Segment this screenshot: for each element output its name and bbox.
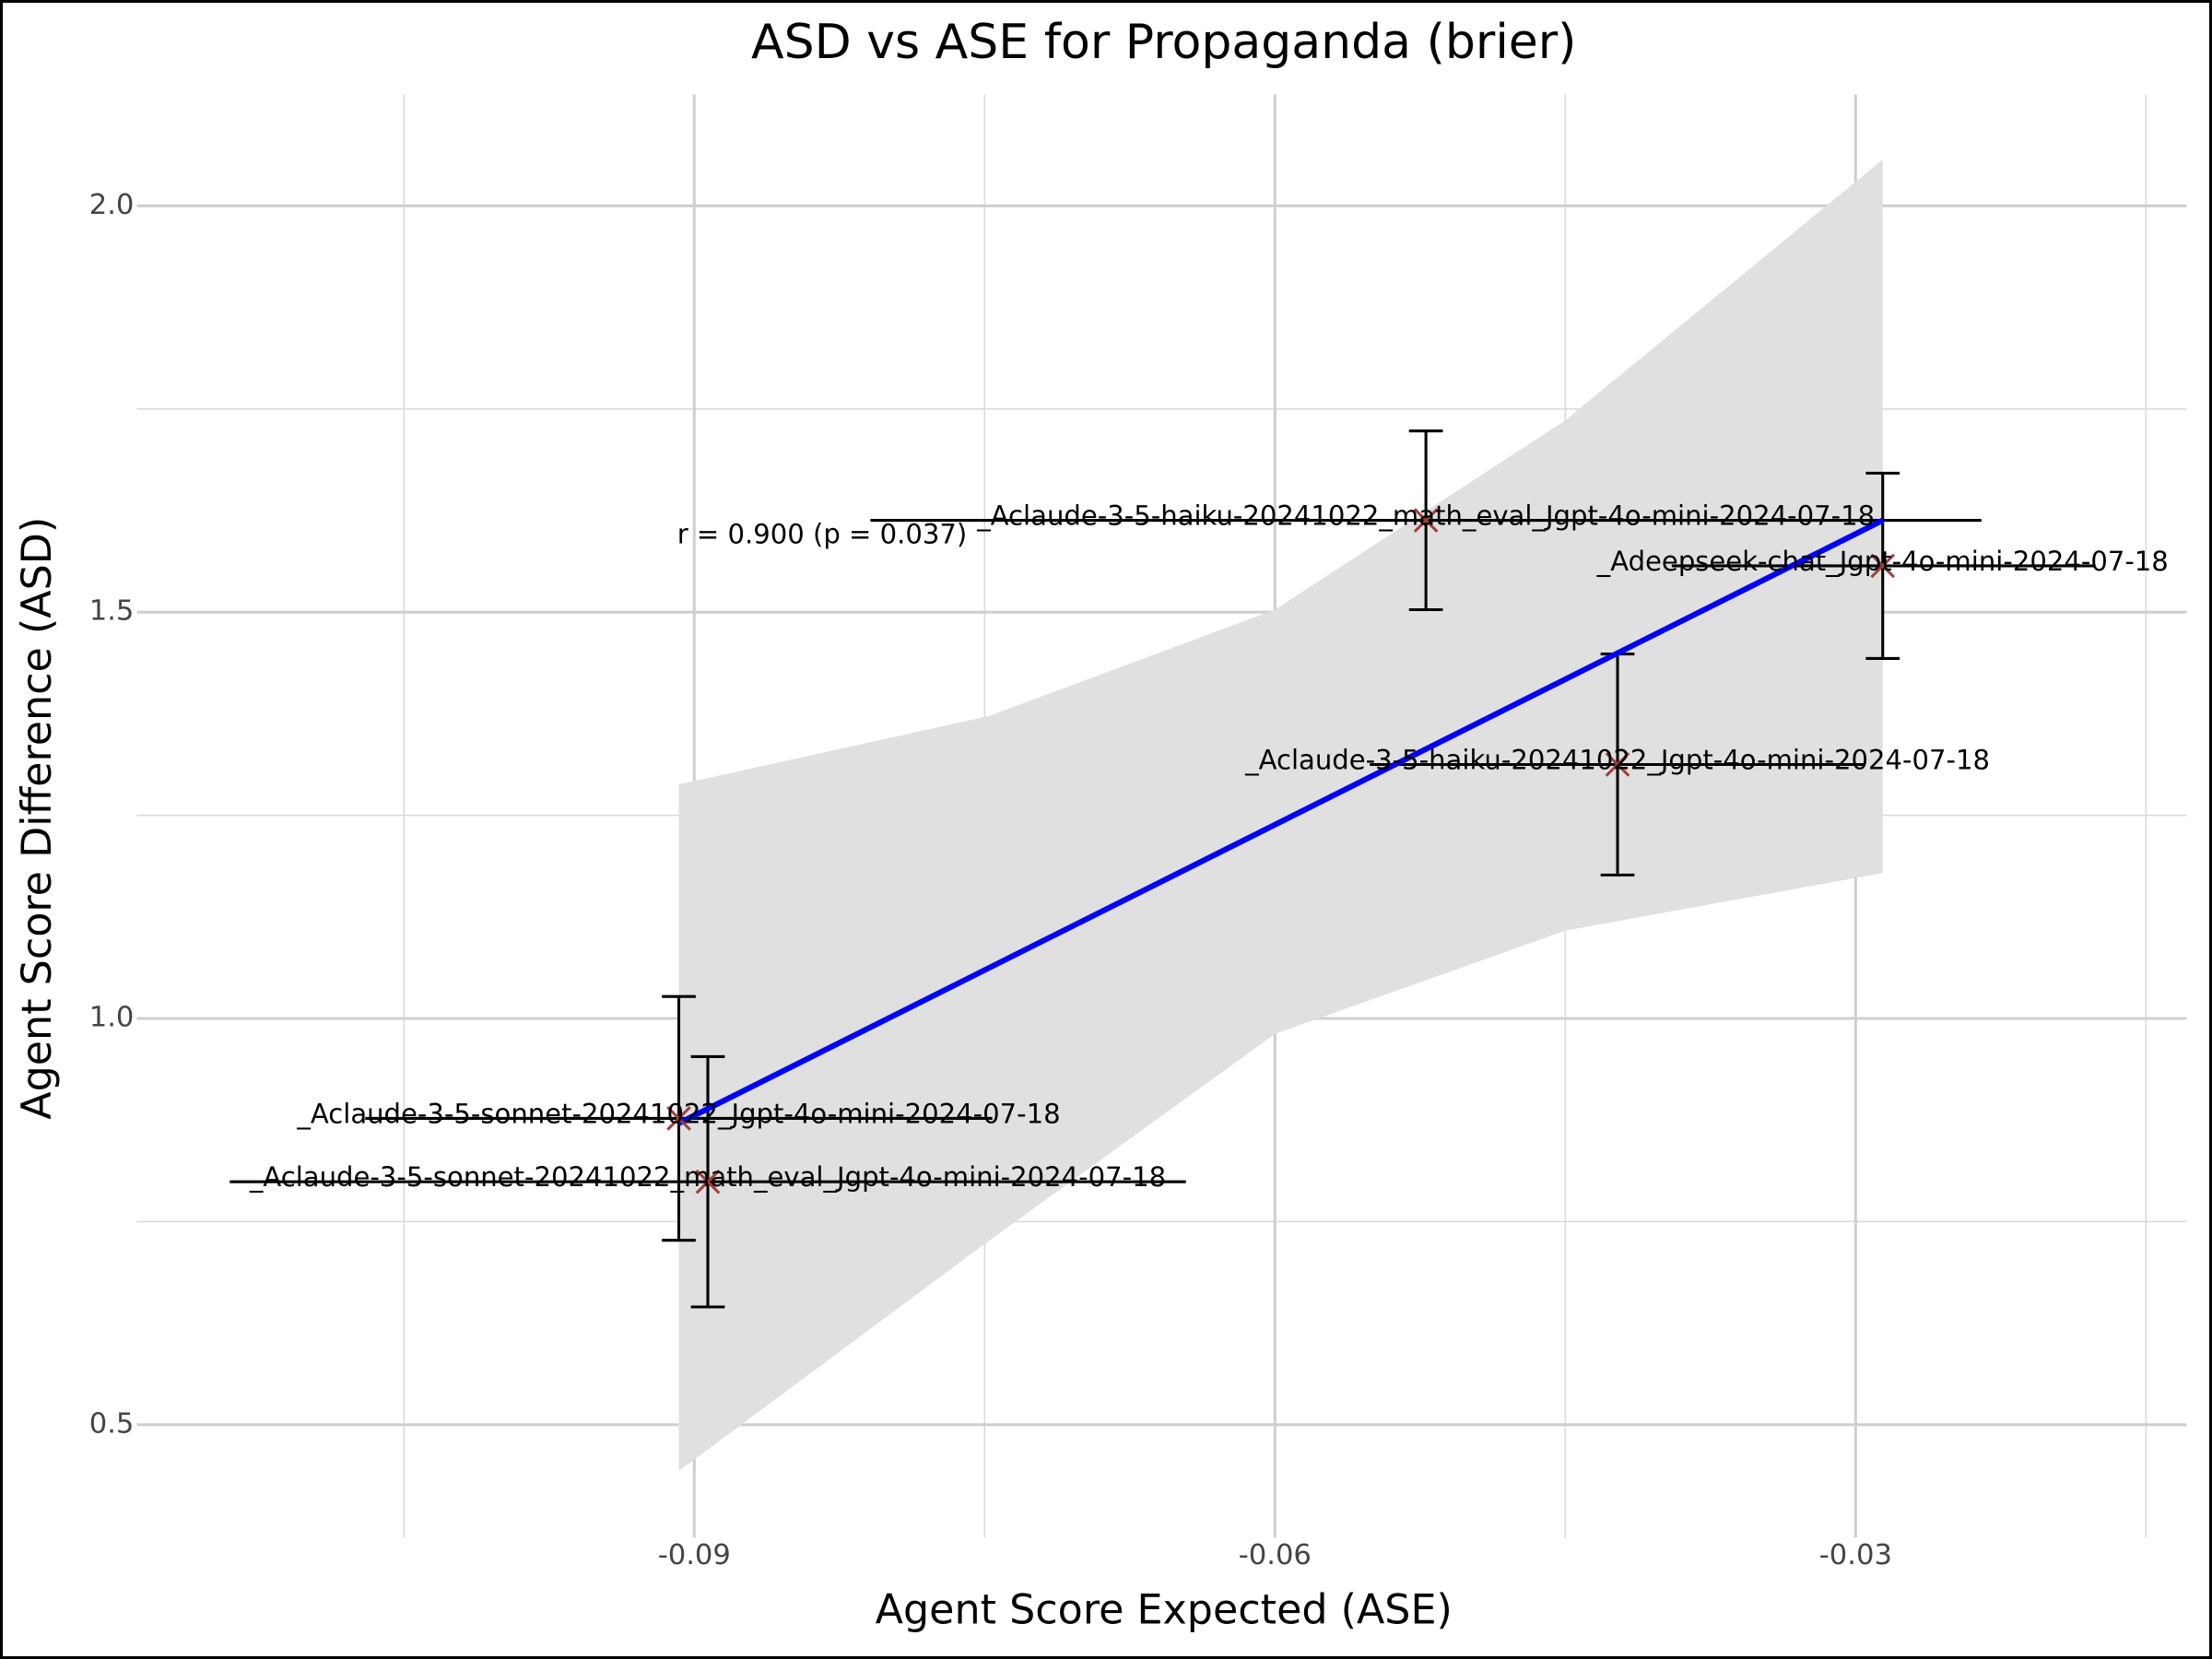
- x-tick-label: -0.06: [1239, 1539, 1312, 1571]
- fit-line: [677, 517, 1885, 1126]
- x-tick-label: -0.03: [1819, 1539, 1892, 1571]
- y-tick-label: 1.0: [89, 1001, 135, 1033]
- y-tick-label: 1.5: [89, 595, 135, 628]
- point-marker: [666, 1106, 691, 1131]
- marker-stroke: [1413, 508, 1439, 533]
- marker-stroke: [695, 1169, 721, 1194]
- point-label: _Aclaude-3-5-sonnet-20241022_Jgpt-4o-min…: [296, 1098, 1060, 1129]
- point-label: _Aclaude-3-5-sonnet-20241022_math_eval_J…: [249, 1161, 1166, 1193]
- point-marker: [1413, 508, 1439, 533]
- point-marker: [1605, 752, 1630, 777]
- confidence-band: [678, 159, 1883, 1472]
- chart-title: ASD vs ASE for Propaganda (brier): [751, 15, 1576, 70]
- x-axis-label: Agent Score Expected (ASE): [876, 1586, 1453, 1633]
- y-axis-label: Agent Score Difference (ASD): [14, 517, 61, 1120]
- y-tick-label: 2.0: [89, 189, 135, 221]
- annotation: r = 0.900 (p = 0.037): [677, 519, 968, 550]
- point-marker: [695, 1169, 721, 1194]
- marker-stroke: [666, 1106, 691, 1131]
- point-label: _Aclaude-3-5-haiku-20241022_math_eval_Jg…: [976, 500, 1875, 531]
- point-label: _Aclaude-3-5-haiku-20241022_Jgpt-4o-mini…: [1244, 744, 1990, 775]
- point-label: _Adeepseek-chat_Jgpt-4o-mini-2024-07-18: [1596, 546, 2169, 577]
- point-marker: [1870, 553, 1896, 579]
- marker-stroke: [1605, 752, 1630, 777]
- y-tick-label: 0.5: [89, 1407, 135, 1440]
- marker-stroke: [1870, 553, 1896, 579]
- x-tick-label: -0.09: [658, 1539, 731, 1571]
